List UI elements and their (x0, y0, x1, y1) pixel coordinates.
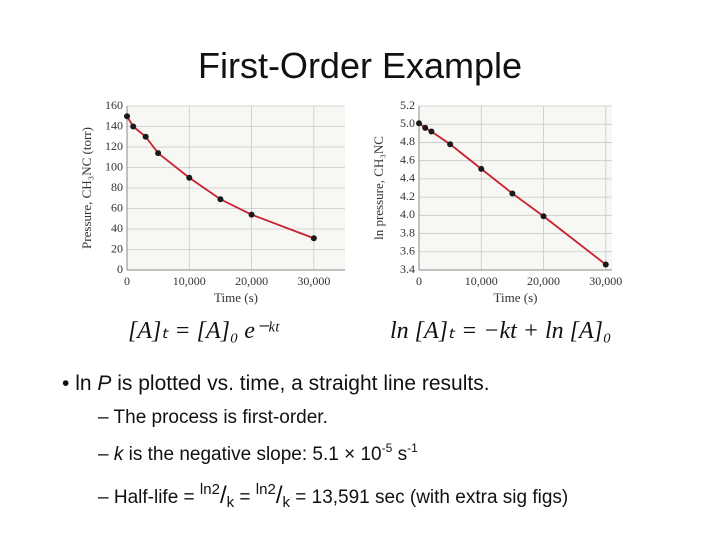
data-point (130, 123, 137, 130)
y-tick-label: 5.2 (400, 98, 415, 112)
data-point (428, 128, 435, 135)
text: ln2 (256, 481, 276, 498)
text: = (234, 487, 256, 508)
y-tick-label: 60 (111, 200, 123, 214)
x-tick-label: 20,000 (235, 274, 268, 288)
y-tick-label: 120 (105, 139, 123, 153)
text: k (227, 494, 235, 511)
data-point (478, 165, 485, 172)
data-point (124, 113, 130, 120)
y-tick-label: 40 (111, 221, 123, 235)
text: P (97, 372, 111, 395)
text: s (392, 444, 407, 465)
y-tick-label: 3.6 (400, 244, 415, 258)
x-tick-label: 20,000 (527, 274, 560, 288)
y-tick-label: 100 (105, 159, 123, 173)
data-point (509, 190, 516, 197)
data-point (248, 211, 255, 218)
y-tick-label: 4.6 (400, 152, 415, 166)
text: Half-life = (114, 487, 200, 508)
y-tick-label: 4.0 (400, 207, 415, 221)
data-point (422, 124, 429, 131)
data-point (217, 196, 224, 203)
y-tick-label: 5.0 (400, 116, 415, 130)
plot-area (419, 106, 612, 270)
text: k (114, 444, 125, 465)
text: k (282, 494, 290, 511)
y-tick-label: 4.8 (400, 134, 415, 148)
equation: ln [A]ₜ = −kt + ln [A]₀ (390, 318, 611, 344)
y-tick-label: 3.4 (400, 262, 415, 276)
y-tick-label: 4.4 (400, 171, 415, 185)
data-point (186, 174, 193, 181)
x-tick-label: 30,000 (297, 274, 330, 288)
data-point (310, 235, 317, 242)
x-tick-label: 0 (124, 274, 130, 288)
text: ln (75, 372, 97, 395)
text: is the negative slope: 5.1 × 10 (123, 444, 381, 465)
text: ln2 (200, 481, 220, 498)
text: / (220, 482, 227, 509)
sub-bullet: – k is the negative slope: 5.1 × 10-5 s-… (98, 441, 418, 465)
x-tick-label: 30,000 (589, 274, 622, 288)
equation: [A]ₜ = [A]₀ e⁻ᵏᵗ (128, 318, 280, 344)
bullet: • ln P is plotted vs. time, a straight l… (62, 372, 490, 395)
data-point (540, 213, 547, 220)
y-axis-label: ln pressure, CH₃NC (371, 136, 386, 240)
x-tick-label: 10,000 (173, 274, 206, 288)
data-point (447, 141, 454, 148)
sub-bullet: – Half-life = ln2/k = ln2/k = 13,591 sec… (98, 481, 568, 511)
sub-bullet: – The process is first-order. (98, 407, 328, 428)
y-tick-label: 20 (111, 241, 123, 255)
text: = 13,591 sec (with extra sig figs) (290, 487, 568, 508)
data-point (155, 150, 162, 157)
text: -5 (382, 441, 393, 455)
text: / (276, 482, 283, 509)
y-tick-label: 0 (117, 262, 123, 276)
x-axis-label: Time (s) (494, 290, 538, 305)
y-tick-label: 160 (105, 98, 123, 112)
y-axis-label: Pressure, CH₃NC (torr) (79, 127, 94, 249)
text: -1 (407, 441, 418, 455)
text: is plotted vs. time, a straight line res… (111, 372, 489, 395)
data-point (602, 261, 609, 268)
data-point (142, 133, 149, 140)
y-tick-label: 3.8 (400, 225, 415, 239)
y-tick-label: 80 (111, 180, 123, 194)
y-tick-label: 140 (105, 118, 123, 132)
data-point (416, 120, 422, 127)
text: The process is first-order. (114, 407, 328, 428)
x-tick-label: 0 (416, 274, 422, 288)
slide-title: First-Order Example (198, 45, 522, 86)
x-tick-label: 10,000 (465, 274, 498, 288)
x-axis-label: Time (s) (214, 290, 258, 305)
y-tick-label: 4.2 (400, 189, 415, 203)
